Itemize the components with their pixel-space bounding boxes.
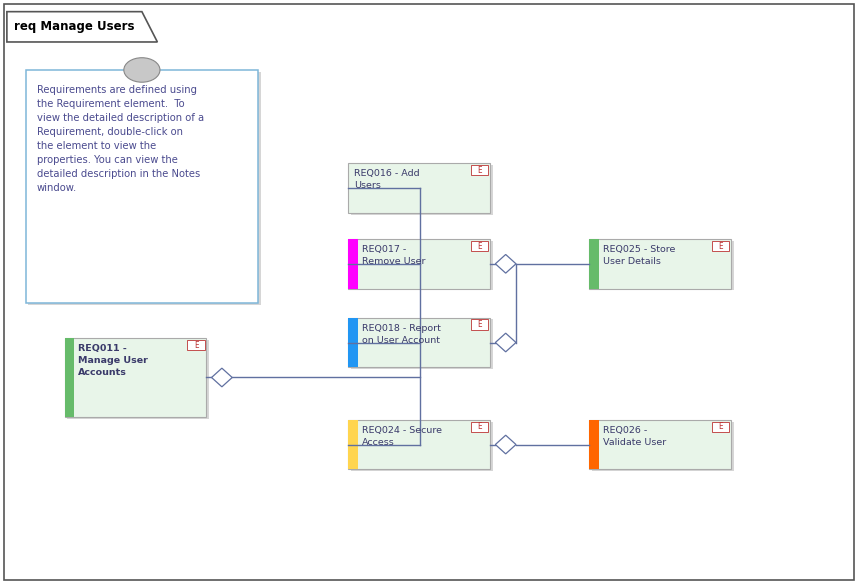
FancyBboxPatch shape bbox=[348, 239, 490, 289]
Text: req Manage Users: req Manage Users bbox=[14, 20, 134, 33]
FancyBboxPatch shape bbox=[471, 165, 488, 175]
FancyBboxPatch shape bbox=[592, 241, 734, 290]
FancyBboxPatch shape bbox=[4, 4, 854, 580]
Text: E: E bbox=[194, 340, 199, 350]
Text: REQ025 - Store
User Details: REQ025 - Store User Details bbox=[603, 245, 675, 266]
Text: REQ017 -
Remove User: REQ017 - Remove User bbox=[362, 245, 426, 266]
Polygon shape bbox=[495, 333, 516, 352]
FancyBboxPatch shape bbox=[351, 241, 493, 290]
Text: REQ018 - Report
on User Account: REQ018 - Report on User Account bbox=[362, 324, 441, 345]
Text: E: E bbox=[477, 241, 482, 251]
Text: REQ016 - Add
Users: REQ016 - Add Users bbox=[354, 169, 420, 190]
Text: E: E bbox=[477, 166, 482, 175]
FancyBboxPatch shape bbox=[471, 319, 488, 330]
FancyBboxPatch shape bbox=[64, 338, 206, 417]
FancyBboxPatch shape bbox=[471, 241, 488, 251]
Polygon shape bbox=[7, 12, 157, 42]
FancyBboxPatch shape bbox=[28, 72, 261, 305]
Text: REQ026 -
Validate User: REQ026 - Validate User bbox=[603, 426, 667, 447]
FancyBboxPatch shape bbox=[348, 420, 358, 469]
FancyBboxPatch shape bbox=[712, 422, 729, 432]
FancyBboxPatch shape bbox=[589, 239, 731, 289]
FancyBboxPatch shape bbox=[348, 420, 490, 469]
FancyBboxPatch shape bbox=[187, 340, 205, 350]
FancyBboxPatch shape bbox=[471, 422, 488, 432]
FancyBboxPatch shape bbox=[64, 338, 74, 417]
FancyBboxPatch shape bbox=[589, 420, 731, 469]
FancyBboxPatch shape bbox=[67, 340, 209, 419]
Text: E: E bbox=[477, 320, 482, 329]
Text: REQ011 -
Manage User
Accounts: REQ011 - Manage User Accounts bbox=[78, 344, 148, 377]
FancyBboxPatch shape bbox=[348, 318, 490, 367]
FancyBboxPatch shape bbox=[351, 422, 493, 471]
FancyBboxPatch shape bbox=[589, 239, 599, 289]
FancyBboxPatch shape bbox=[348, 163, 490, 213]
Text: REQ024 - Secure
Access: REQ024 - Secure Access bbox=[362, 426, 442, 447]
FancyBboxPatch shape bbox=[348, 239, 358, 289]
Polygon shape bbox=[495, 435, 516, 454]
FancyBboxPatch shape bbox=[712, 241, 729, 251]
FancyBboxPatch shape bbox=[351, 165, 493, 215]
FancyBboxPatch shape bbox=[592, 422, 734, 471]
FancyBboxPatch shape bbox=[348, 318, 358, 367]
FancyBboxPatch shape bbox=[589, 420, 599, 469]
Circle shape bbox=[124, 58, 160, 82]
Polygon shape bbox=[495, 254, 516, 273]
Text: Requirements are defined using
the Requirement element.  To
view the detailed de: Requirements are defined using the Requi… bbox=[37, 85, 204, 192]
Polygon shape bbox=[212, 368, 232, 387]
FancyBboxPatch shape bbox=[351, 319, 493, 369]
Text: E: E bbox=[718, 241, 723, 251]
Text: E: E bbox=[718, 422, 723, 431]
Text: E: E bbox=[477, 422, 482, 431]
FancyBboxPatch shape bbox=[26, 70, 258, 303]
